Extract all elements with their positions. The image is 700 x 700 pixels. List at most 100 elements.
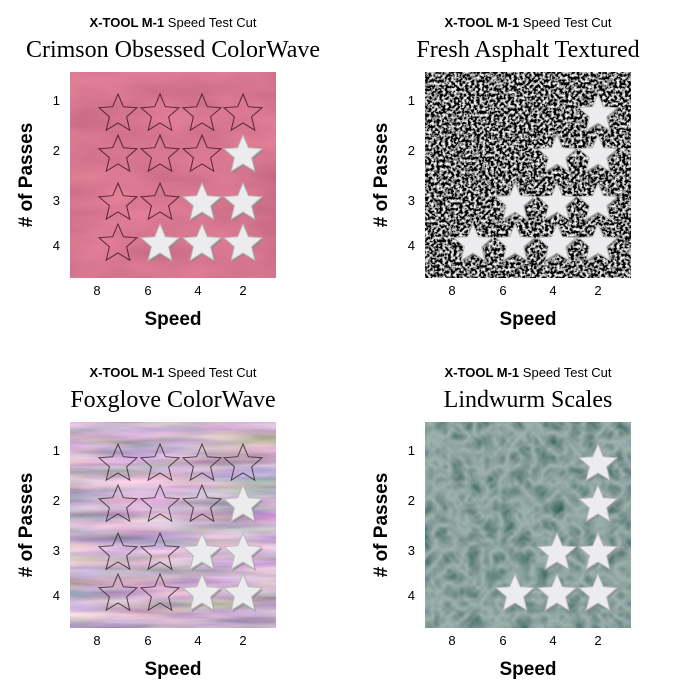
star-outline <box>97 442 139 482</box>
x-tick-label: 8 <box>93 633 100 648</box>
panel-title: Crimson Obsessed ColorWave <box>26 37 320 63</box>
star-cut <box>222 572 264 612</box>
star-cut <box>494 572 536 612</box>
x-tick-label: 2 <box>594 633 601 648</box>
x-axis-label: Speed <box>499 309 556 330</box>
star-cut <box>577 92 619 132</box>
y-tick-label: 3 <box>53 543 60 558</box>
y-tick-label: 2 <box>408 143 415 158</box>
panel-header: X-TOOL M-1 Speed Test Cut <box>90 15 257 30</box>
x-axis-label: Speed <box>499 659 556 680</box>
x-axis-label: Speed <box>144 659 201 680</box>
star-cut <box>139 222 181 262</box>
star-outline <box>139 442 181 482</box>
y-tick-label: 1 <box>408 93 415 108</box>
x-tick-label: 4 <box>194 633 201 648</box>
panel: X-TOOL M-1 Speed Test Cut Fresh Asphalt T… <box>371 15 640 330</box>
y-tick-label: 1 <box>53 443 60 458</box>
star-cut <box>577 222 619 262</box>
panel: X-TOOL M-1 Speed Test Cut Lindwurm Scales… <box>371 365 631 680</box>
star-cut <box>222 531 264 571</box>
brand: X-TOOL M-1 <box>445 365 520 380</box>
star-outline <box>97 483 139 523</box>
y-tick-label: 4 <box>53 238 60 253</box>
x-tick-label: 8 <box>448 633 455 648</box>
star-cut <box>494 181 536 221</box>
x-tick-label: 6 <box>499 633 506 648</box>
subtitle: Speed Test Cut <box>523 365 612 380</box>
brand: X-TOOL M-1 <box>90 365 165 380</box>
y-axis-label: # of Passes <box>16 473 37 578</box>
y-tick-label: 4 <box>408 588 415 603</box>
star-cut <box>181 531 223 571</box>
star-outline <box>97 222 139 262</box>
star-outline <box>97 133 139 173</box>
panel-header: X-TOOL M-1 Speed Test Cut <box>90 365 257 380</box>
star-outline <box>181 483 223 523</box>
star-cut <box>222 133 264 173</box>
star-cut <box>222 483 264 523</box>
star-outline <box>222 92 264 132</box>
x-tick-label: 6 <box>499 283 506 298</box>
star-outline <box>181 442 223 482</box>
y-tick-label: 2 <box>53 493 60 508</box>
brand: X-TOOL M-1 <box>90 15 165 30</box>
y-tick-label: 3 <box>53 193 60 208</box>
star-outline <box>181 133 223 173</box>
star-cut <box>577 181 619 221</box>
y-tick-label: 2 <box>408 493 415 508</box>
star-outline <box>222 442 264 482</box>
star-cut <box>577 572 619 612</box>
star-cut <box>536 181 578 221</box>
star-outline <box>97 92 139 132</box>
x-tick-label: 6 <box>144 633 151 648</box>
y-tick-label: 3 <box>408 543 415 558</box>
star-outline <box>97 181 139 221</box>
x-tick-label: 4 <box>549 283 556 298</box>
star-cut <box>536 133 578 173</box>
y-tick-label: 2 <box>53 143 60 158</box>
x-tick-label: 4 <box>194 283 201 298</box>
brand: X-TOOL M-1 <box>445 15 520 30</box>
y-tick-label: 3 <box>408 193 415 208</box>
panel-title: Fresh Asphalt Textured <box>416 37 639 63</box>
subtitle: Speed Test Cut <box>168 15 257 30</box>
star-outline <box>139 572 181 612</box>
star-outline <box>139 181 181 221</box>
star-cut <box>577 442 619 482</box>
x-tick-label: 4 <box>549 633 556 648</box>
subtitle: Speed Test Cut <box>168 365 257 380</box>
subtitle: Speed Test Cut <box>523 15 612 30</box>
x-tick-label: 2 <box>239 283 246 298</box>
y-tick-label: 4 <box>408 238 415 253</box>
star-cut <box>181 222 223 262</box>
star-outline <box>181 92 223 132</box>
star-outline <box>139 531 181 571</box>
star-cut <box>222 222 264 262</box>
star-outline <box>139 133 181 173</box>
y-tick-label: 4 <box>53 588 60 603</box>
star-cut <box>181 181 223 221</box>
star-outline <box>139 92 181 132</box>
star-cut <box>577 483 619 523</box>
star-cut <box>577 133 619 173</box>
y-axis-label: # of Passes <box>371 123 392 228</box>
star-cut <box>536 222 578 262</box>
star-cut <box>181 572 223 612</box>
star-outline <box>97 572 139 612</box>
y-tick-label: 1 <box>53 93 60 108</box>
panel-header: X-TOOL M-1 Speed Test Cut <box>445 15 612 30</box>
y-axis-label: # of Passes <box>16 123 37 228</box>
star-cut <box>222 181 264 221</box>
x-tick-label: 2 <box>239 633 246 648</box>
star-cut <box>577 531 619 571</box>
star-outline <box>97 531 139 571</box>
x-axis-label: Speed <box>144 309 201 330</box>
panel: X-TOOL M-1 Speed Test Cut Foxglove ColorW… <box>16 365 276 680</box>
star-cut <box>536 572 578 612</box>
x-tick-label: 2 <box>594 283 601 298</box>
panel-header: X-TOOL M-1 Speed Test Cut <box>445 365 612 380</box>
star-cut <box>452 222 494 262</box>
star-cut <box>494 222 536 262</box>
